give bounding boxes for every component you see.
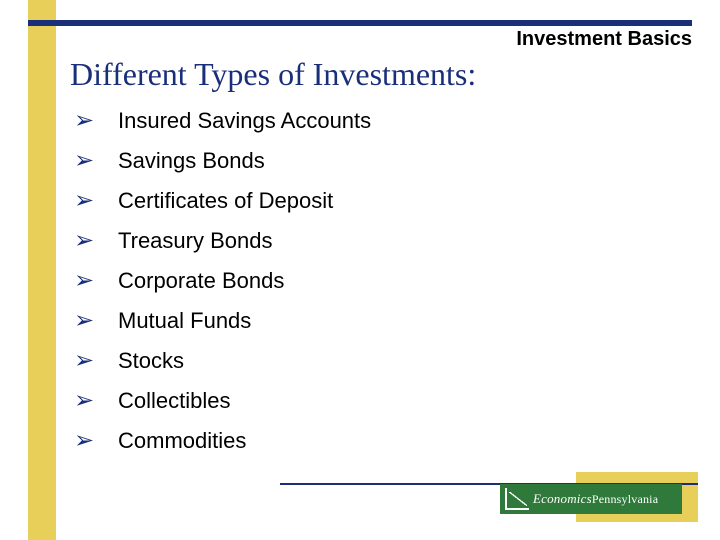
list-item: ➢ Corporate Bonds <box>74 268 371 308</box>
bullet-icon: ➢ <box>74 149 118 173</box>
footer-badge: EconomicsPennsylvania <box>500 484 682 514</box>
bullet-icon: ➢ <box>74 349 118 373</box>
bullet-icon: ➢ <box>74 269 118 293</box>
list-item-label: Insured Savings Accounts <box>118 108 371 134</box>
list-item-label: Mutual Funds <box>118 308 251 334</box>
bullet-icon: ➢ <box>74 109 118 133</box>
bullet-icon: ➢ <box>74 309 118 333</box>
list-item: ➢ Commodities <box>74 428 371 468</box>
list-item-label: Collectibles <box>118 388 231 414</box>
list-item: ➢ Collectibles <box>74 388 371 428</box>
list-item-label: Savings Bonds <box>118 148 265 174</box>
list-item: ➢ Stocks <box>74 348 371 388</box>
bullet-icon: ➢ <box>74 429 118 453</box>
bullet-icon: ➢ <box>74 229 118 253</box>
list-item: ➢ Treasury Bonds <box>74 228 371 268</box>
list-item: ➢ Certificates of Deposit <box>74 188 371 228</box>
footer-badge-italic: Economics <box>533 491 592 506</box>
list-item: ➢ Insured Savings Accounts <box>74 108 371 148</box>
footer-badge-text: EconomicsPennsylvania <box>533 491 658 507</box>
list-item-label: Certificates of Deposit <box>118 188 333 214</box>
list-item: ➢ Mutual Funds <box>74 308 371 348</box>
left-accent-bar <box>28 0 56 540</box>
list-item-label: Treasury Bonds <box>118 228 272 254</box>
page-title: Different Types of Investments: <box>70 56 476 93</box>
footer-badge-plain: Pennsylvania <box>592 492 658 506</box>
list-item-label: Corporate Bonds <box>118 268 284 294</box>
investment-list: ➢ Insured Savings Accounts ➢ Savings Bon… <box>74 108 371 468</box>
list-item-label: Stocks <box>118 348 184 374</box>
bullet-icon: ➢ <box>74 389 118 413</box>
header-label: Investment Basics <box>516 28 692 51</box>
top-rule <box>28 20 692 26</box>
bullet-icon: ➢ <box>74 189 118 213</box>
list-item-label: Commodities <box>118 428 246 454</box>
list-item: ➢ Savings Bonds <box>74 148 371 188</box>
chart-icon <box>505 488 529 510</box>
